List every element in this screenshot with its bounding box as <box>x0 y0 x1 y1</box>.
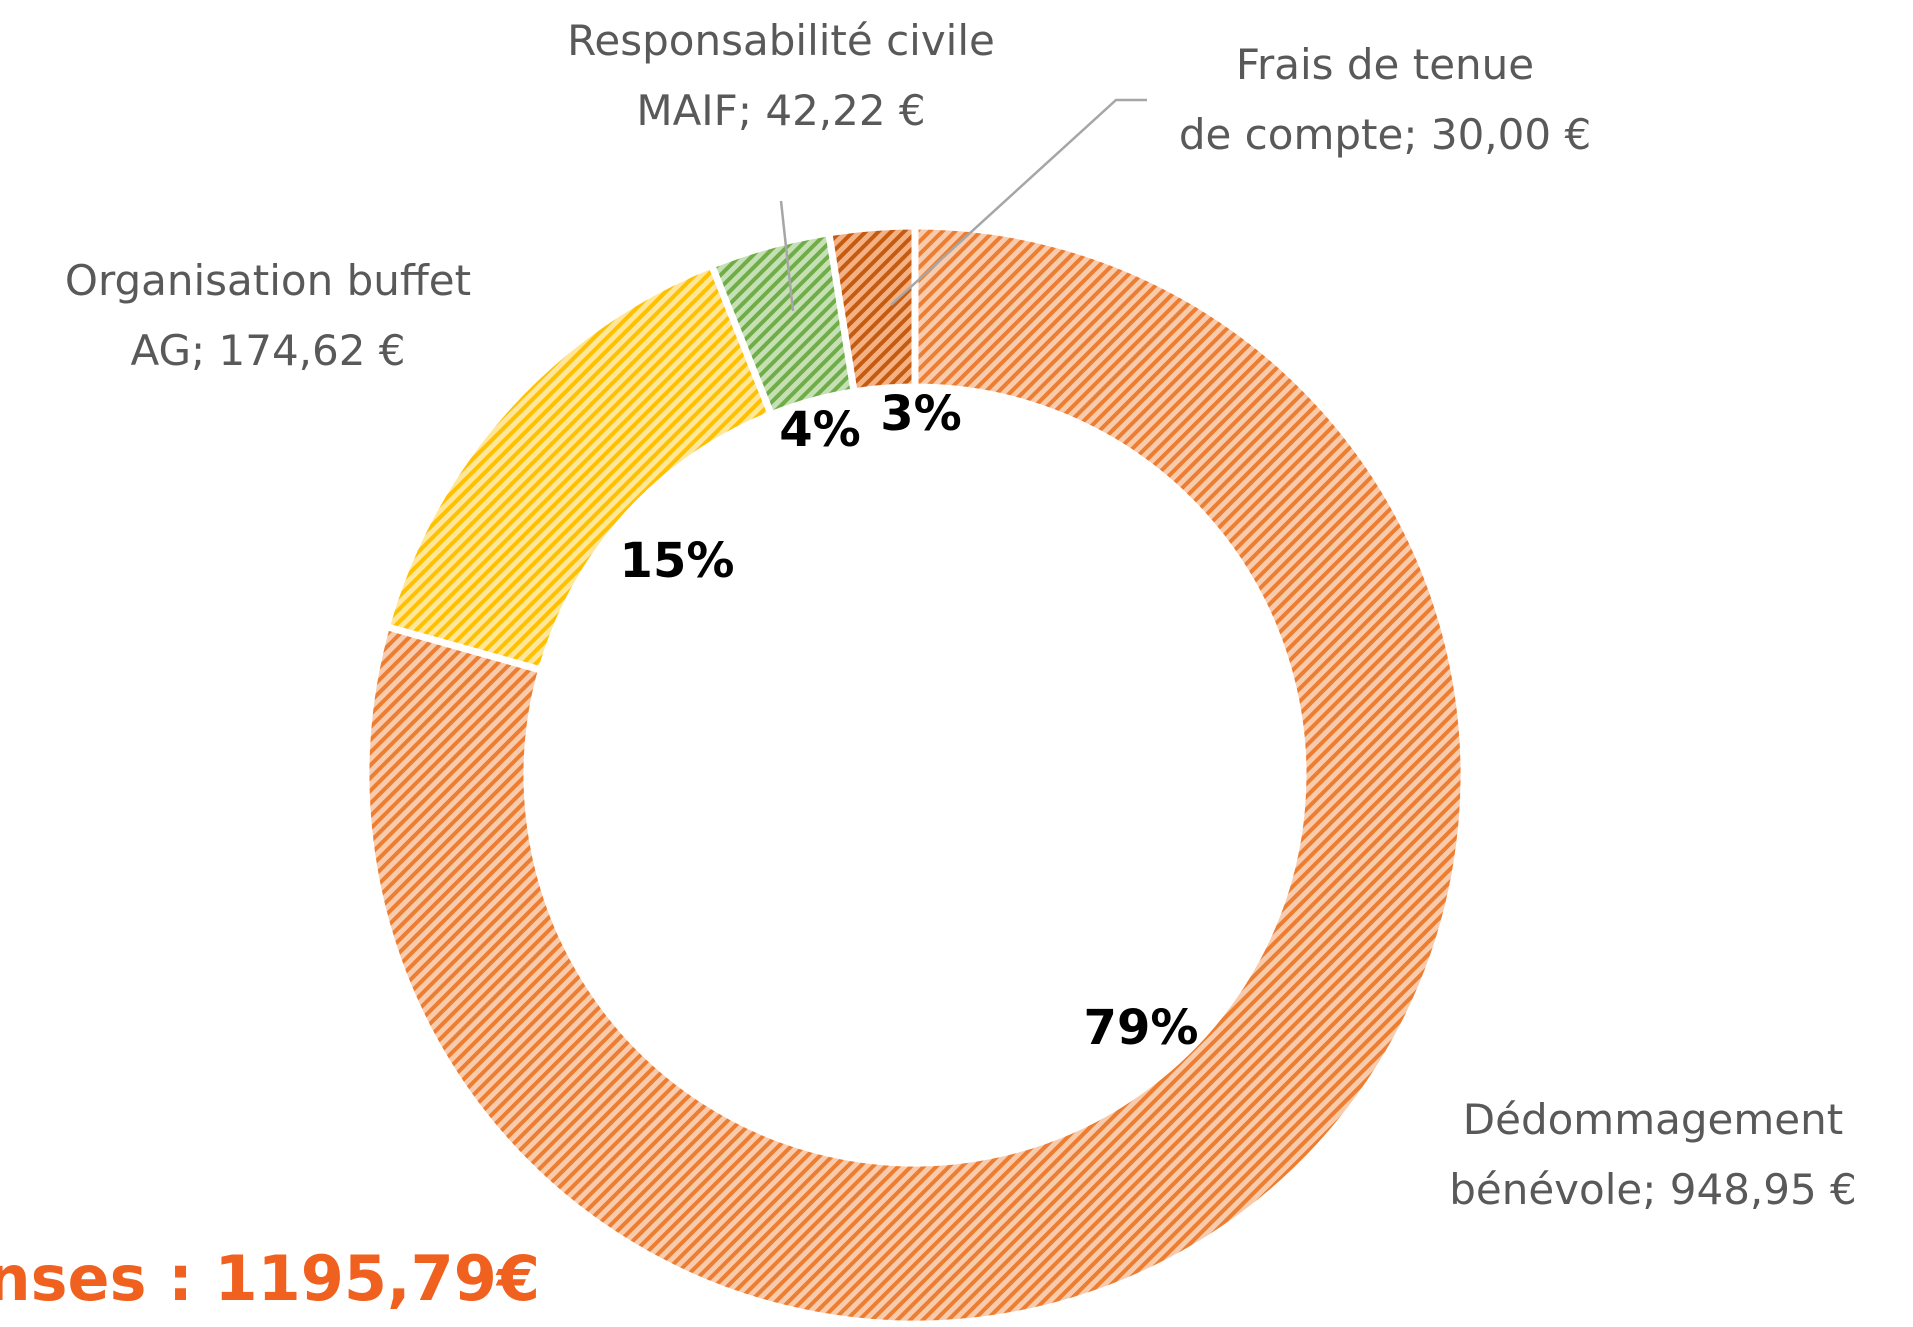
donut <box>362 222 1468 1327</box>
category-name-cont: bénévole; <box>1449 1165 1670 1214</box>
percent-label: 4% <box>779 402 861 458</box>
category-name-cont: MAIF; <box>636 86 765 135</box>
category-name: Responsabilité civile <box>567 16 995 65</box>
leader-line <box>779 200 795 312</box>
slice-label: Dédommagement bénévole; 948,95 € <box>1449 1095 1857 1214</box>
value-label: 42,22 € <box>765 86 925 135</box>
donut-slice <box>362 222 1468 1327</box>
slice-label: Frais de tenue de compte; 30,00 € <box>1179 40 1591 159</box>
donut-slice <box>824 222 919 396</box>
slice-label: Responsabilité civile MAIF; 42,22 € <box>567 16 995 135</box>
category-name-cont: AG; <box>130 326 218 375</box>
value-label: 174,62 € <box>219 326 406 375</box>
percent-label: 15% <box>620 533 735 589</box>
slice-label: Organisation buffet AG; 174,62 € <box>65 256 471 375</box>
category-name: Organisation buffet <box>65 256 471 305</box>
value-label: 948,95 € <box>1670 1165 1857 1214</box>
category-name-cont: de compte; <box>1179 110 1431 159</box>
donut-slice <box>382 260 776 675</box>
total-label: Total des dépenses : 1195,79€ <box>0 1242 540 1315</box>
percent-label: 3% <box>880 386 962 442</box>
percent-label: 79% <box>1084 1000 1199 1056</box>
category-name: Dédommagement <box>1463 1095 1843 1144</box>
category-name: Frais de tenue <box>1236 40 1534 89</box>
leader-line <box>890 98 1147 306</box>
value-label: 30,00 € <box>1431 110 1591 159</box>
